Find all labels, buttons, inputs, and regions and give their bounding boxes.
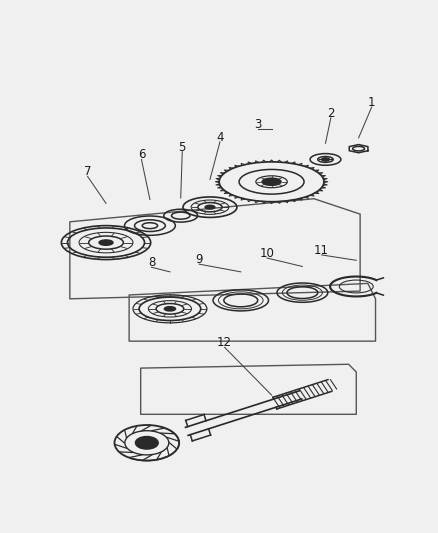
- Ellipse shape: [164, 306, 175, 311]
- Ellipse shape: [99, 240, 113, 245]
- Text: 9: 9: [195, 253, 202, 266]
- Ellipse shape: [261, 178, 280, 185]
- Text: 1: 1: [367, 96, 374, 109]
- Text: 7: 7: [84, 165, 91, 178]
- Ellipse shape: [321, 158, 328, 161]
- Text: 12: 12: [217, 336, 232, 349]
- Text: 8: 8: [148, 256, 155, 269]
- Text: 2: 2: [326, 107, 334, 120]
- Text: 4: 4: [216, 131, 223, 143]
- Text: 6: 6: [138, 148, 145, 161]
- Ellipse shape: [205, 205, 214, 209]
- Text: 11: 11: [314, 244, 328, 257]
- Ellipse shape: [135, 437, 158, 449]
- Text: 3: 3: [254, 117, 261, 131]
- Text: 5: 5: [178, 141, 186, 154]
- Text: 10: 10: [259, 247, 274, 260]
